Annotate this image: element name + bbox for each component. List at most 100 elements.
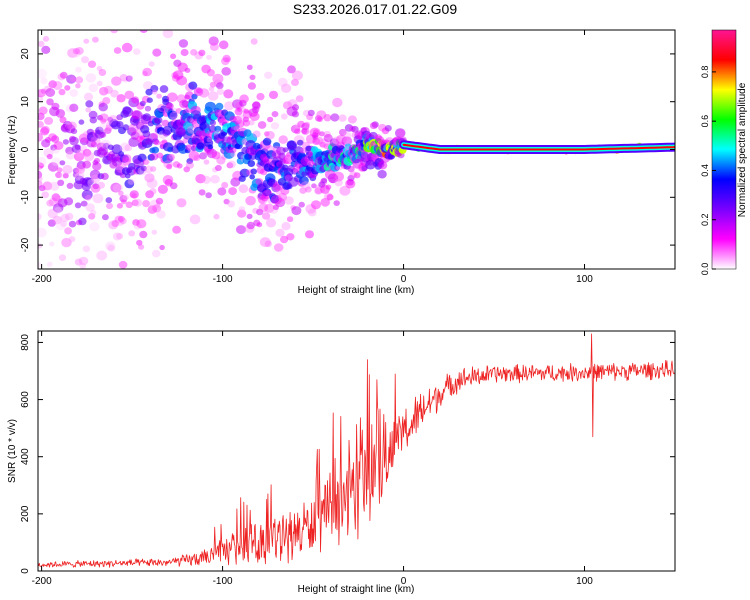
spectral-blob	[70, 77, 77, 82]
spectral-blob	[206, 54, 213, 60]
spectral-blob	[300, 147, 307, 154]
spectral-blob	[280, 113, 288, 120]
spectral-blob	[311, 200, 321, 210]
spectral-blob	[201, 64, 211, 74]
spectral-blob	[38, 95, 44, 102]
spectral-blob	[144, 105, 151, 112]
spectral-blob	[116, 233, 124, 240]
x-tick-label: 0	[401, 274, 407, 285]
spectral-blob	[78, 217, 87, 226]
spectral-blob	[82, 148, 92, 157]
spectral-blob	[203, 159, 210, 165]
spectral-blob	[90, 136, 101, 146]
spectral-blob	[96, 65, 103, 72]
spectral-blob	[59, 116, 67, 124]
spectral-blob	[210, 174, 220, 184]
spectral-blob	[51, 135, 60, 143]
spectral-blob	[176, 163, 183, 169]
spectral-blob	[227, 160, 236, 169]
spectral-blob	[249, 174, 255, 180]
spectral-blob	[151, 132, 159, 139]
spectral-blob	[189, 214, 201, 225]
spectral-blob	[208, 36, 219, 46]
spectral-blob	[332, 97, 343, 108]
spectral-blob	[167, 11, 178, 21]
spectral-blob	[82, 284, 93, 294]
spectral-blob	[371, 121, 379, 128]
spectral-blob	[116, 219, 124, 226]
spectral-blob	[122, 107, 133, 117]
spectral-blob	[227, 200, 235, 208]
spectral-blob	[104, 127, 112, 134]
spectral-blob	[351, 125, 359, 133]
spectral-blob	[139, 30, 148, 33]
spectral-blob	[264, 131, 270, 137]
spectral-blob	[55, 220, 66, 231]
spectral-blob	[122, 154, 132, 163]
spectral-blob	[83, 151, 95, 162]
spectral-blob	[49, 241, 55, 247]
spectral-blob	[327, 173, 339, 184]
spectral-blob	[333, 171, 344, 182]
spectral-blob	[45, 88, 56, 97]
spectral-blob	[151, 229, 158, 235]
spectral-blob	[223, 148, 235, 159]
spectral-blob	[261, 212, 271, 220]
spectral-blob	[314, 136, 324, 145]
spectral-blob	[291, 206, 302, 216]
spectral-blob	[239, 99, 247, 107]
y-tick-label: 0	[20, 146, 31, 152]
spectral-blob	[58, 88, 66, 96]
spectral-blob	[249, 74, 256, 81]
spectral-blob	[159, 85, 169, 93]
spectral-blob	[299, 187, 307, 194]
spectral-blob	[55, 109, 66, 118]
spectral-blob	[88, 83, 99, 93]
spectral-blob	[118, 260, 128, 269]
spectral-blob	[246, 213, 253, 220]
spectral-blob	[286, 233, 295, 241]
spectral-blob	[38, 161, 44, 170]
spectral-blob	[85, 194, 92, 201]
spectral-blob	[238, 206, 246, 213]
spectral-blob	[236, 135, 247, 145]
spectral-blob	[136, 135, 144, 142]
spectral-blob	[187, 125, 196, 134]
spectral-blob	[268, 204, 279, 214]
spectral-blob	[48, 14, 56, 22]
spectral-blob	[110, 30, 119, 34]
spectral-blob	[69, 103, 79, 113]
spectral-blob	[177, 62, 188, 72]
spectral-blob	[85, 177, 94, 186]
spectral-blob	[154, 139, 161, 146]
spectral-blob	[41, 125, 50, 134]
spectral-blob	[142, 67, 152, 77]
spectral-blob	[62, 16, 70, 23]
spectral-blob	[275, 228, 285, 237]
spectral-blob	[271, 183, 281, 193]
spectral-blob	[262, 188, 272, 197]
spectral-blob	[185, 161, 194, 169]
spectral-blob	[172, 225, 182, 234]
spectral-blob	[305, 230, 314, 239]
spectral-blob	[207, 91, 219, 101]
spectral-blob	[118, 215, 125, 223]
spectral-blob	[148, 61, 155, 67]
spectral-blob	[119, 217, 127, 225]
spectral-blob	[280, 235, 289, 244]
spectral-blob	[101, 172, 109, 180]
spectral-blob	[92, 193, 104, 204]
spectral-blob	[103, 85, 113, 94]
spectral-blob	[291, 111, 299, 118]
spectral-blob	[40, 77, 48, 85]
spectral-blob	[89, 116, 98, 124]
spectral-blob	[102, 97, 111, 105]
spectral-blob	[38, 68, 47, 79]
snr-series-line	[38, 333, 675, 568]
spectral-blob	[118, 190, 124, 196]
spectral-blob	[216, 82, 224, 90]
spectral-blob	[172, 161, 180, 168]
spectral-blob	[119, 195, 128, 203]
spectral-blob	[229, 115, 237, 123]
